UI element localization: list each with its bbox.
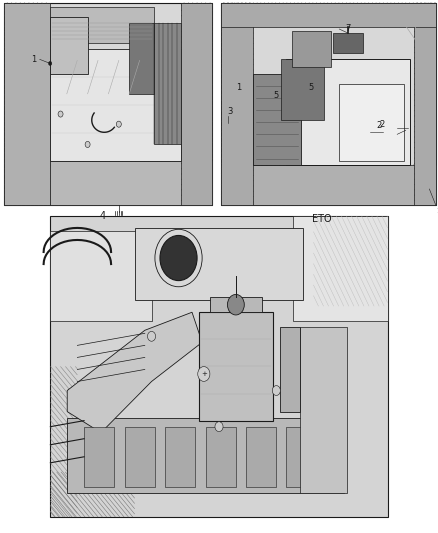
Bar: [154, 23, 181, 144]
Bar: [414, 3, 436, 205]
Polygon shape: [67, 312, 202, 433]
Bar: [253, 74, 300, 165]
Circle shape: [160, 236, 197, 280]
Bar: [67, 418, 344, 493]
Circle shape: [148, 332, 155, 341]
Bar: [124, 426, 155, 487]
Bar: [281, 59, 324, 120]
Bar: [333, 33, 363, 53]
Bar: [4, 3, 212, 205]
Circle shape: [272, 385, 280, 395]
Circle shape: [85, 141, 90, 148]
Bar: [286, 426, 317, 487]
Bar: [300, 327, 347, 493]
Circle shape: [227, 294, 244, 315]
Bar: [221, 165, 436, 205]
Bar: [221, 3, 436, 205]
Text: 2: 2: [376, 121, 381, 130]
Bar: [135, 228, 303, 300]
Bar: [165, 426, 195, 487]
Text: ETO: ETO: [312, 214, 332, 223]
Bar: [50, 49, 181, 160]
Circle shape: [49, 61, 52, 66]
Bar: [50, 216, 388, 517]
Text: 3: 3: [227, 108, 233, 116]
Text: 1: 1: [31, 55, 36, 64]
Text: 5: 5: [309, 83, 314, 92]
Bar: [221, 3, 253, 205]
Bar: [199, 312, 273, 421]
Bar: [210, 297, 262, 312]
Bar: [205, 426, 236, 487]
Bar: [50, 160, 212, 205]
Bar: [292, 31, 331, 68]
Bar: [84, 426, 114, 487]
Bar: [4, 3, 50, 205]
Bar: [246, 426, 276, 487]
Bar: [50, 17, 88, 74]
Text: 4: 4: [100, 211, 106, 221]
Text: 1: 1: [236, 83, 241, 92]
Bar: [129, 23, 154, 94]
Text: 2: 2: [380, 120, 385, 128]
Circle shape: [58, 111, 63, 117]
Circle shape: [117, 121, 121, 127]
Bar: [221, 3, 436, 27]
Bar: [280, 327, 300, 411]
Bar: [181, 3, 212, 205]
Circle shape: [198, 367, 210, 381]
Text: 5: 5: [273, 92, 279, 100]
Bar: [50, 7, 154, 43]
Bar: [286, 59, 410, 165]
Circle shape: [215, 422, 223, 432]
Bar: [339, 84, 404, 160]
Bar: [293, 216, 388, 321]
Text: 7: 7: [345, 25, 350, 34]
Text: +: +: [201, 371, 207, 377]
Text: 1: 1: [437, 208, 438, 214]
Bar: [50, 231, 152, 321]
